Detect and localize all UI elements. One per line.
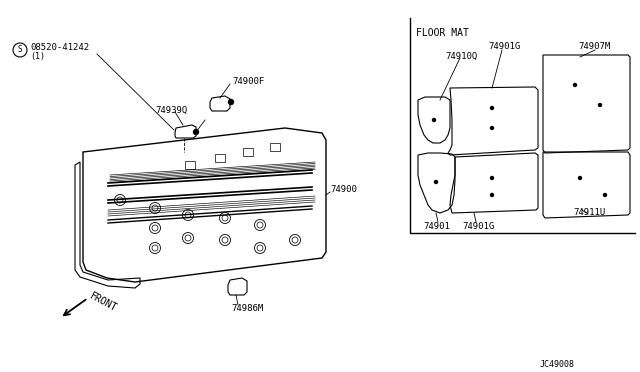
- Text: 74901: 74901: [423, 222, 450, 231]
- Text: 74901G: 74901G: [462, 222, 494, 231]
- Circle shape: [228, 99, 234, 105]
- Circle shape: [490, 106, 493, 109]
- Text: 74900: 74900: [330, 186, 357, 195]
- Text: 74911U: 74911U: [573, 208, 605, 217]
- Circle shape: [435, 180, 438, 183]
- Circle shape: [490, 193, 493, 196]
- Text: 74900F: 74900F: [232, 77, 264, 87]
- Circle shape: [193, 129, 198, 135]
- Text: 08520-41242: 08520-41242: [30, 44, 89, 52]
- Text: 74986M: 74986M: [232, 304, 264, 313]
- Text: 74910Q: 74910Q: [445, 52, 477, 61]
- Text: FRONT: FRONT: [88, 291, 118, 313]
- Text: FLOOR MAT: FLOOR MAT: [416, 28, 469, 38]
- Circle shape: [598, 103, 602, 106]
- Circle shape: [490, 176, 493, 180]
- Text: 74901G: 74901G: [488, 42, 520, 51]
- Text: JC49008: JC49008: [540, 360, 575, 369]
- Circle shape: [573, 83, 577, 87]
- Circle shape: [579, 176, 582, 180]
- Circle shape: [433, 119, 435, 122]
- Circle shape: [604, 193, 607, 196]
- Text: S: S: [18, 45, 22, 55]
- Text: 74939Q: 74939Q: [155, 106, 188, 115]
- Text: 74907M: 74907M: [578, 42, 611, 51]
- Text: (1): (1): [30, 52, 45, 61]
- Circle shape: [490, 126, 493, 129]
